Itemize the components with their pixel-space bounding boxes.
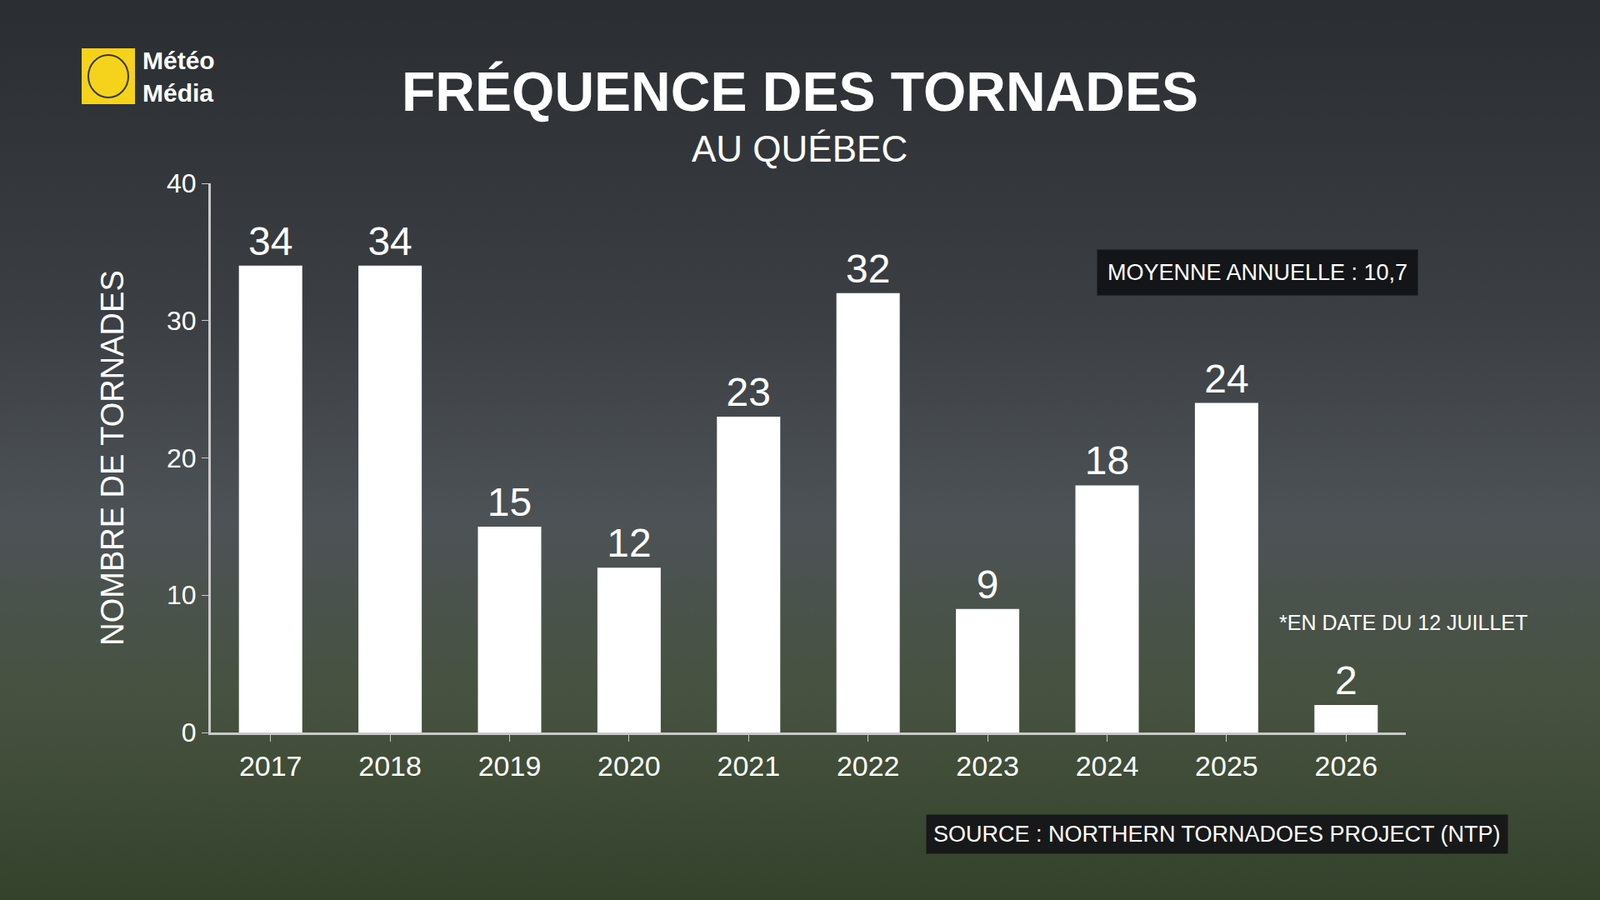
svg-text:2018: 2018 bbox=[358, 750, 422, 782]
svg-text:2024: 2024 bbox=[1075, 750, 1140, 782]
svg-text:MOYENNE ANNUELLE : 10,7: MOYENNE ANNUELLE : 10,7 bbox=[1107, 260, 1408, 285]
svg-text:SOURCE : NORTHERN TORNADOES PR: SOURCE : NORTHERN TORNADOES PROJECT (NTP… bbox=[933, 821, 1501, 847]
svg-text:*EN DATE DU 12 JUILLET: *EN DATE DU 12 JUILLET bbox=[1279, 610, 1528, 635]
svg-text:2017: 2017 bbox=[239, 750, 303, 782]
svg-text:40: 40 bbox=[166, 168, 197, 199]
svg-text:2019: 2019 bbox=[478, 750, 542, 782]
svg-text:24: 24 bbox=[1204, 356, 1249, 401]
svg-text:2020: 2020 bbox=[597, 750, 661, 782]
svg-text:15: 15 bbox=[487, 480, 532, 525]
svg-text:FRÉQUENCE DES TORNADES: FRÉQUENCE DES TORNADES bbox=[401, 60, 1199, 123]
svg-text:NOMBRE DE TORNADES: NOMBRE DE TORNADES bbox=[95, 270, 130, 645]
svg-text:12: 12 bbox=[606, 520, 651, 565]
svg-text:23: 23 bbox=[726, 370, 771, 415]
svg-text:2025: 2025 bbox=[1195, 750, 1259, 782]
svg-text:9: 9 bbox=[976, 562, 1000, 607]
svg-text:30: 30 bbox=[166, 305, 197, 336]
svg-text:10: 10 bbox=[166, 580, 197, 610]
svg-text:0: 0 bbox=[181, 717, 197, 748]
svg-text:2023: 2023 bbox=[955, 750, 1020, 782]
svg-text:2021: 2021 bbox=[716, 750, 780, 782]
svg-text:MétéoMédia: MétéoMédia bbox=[142, 46, 215, 107]
svg-text:2026: 2026 bbox=[1314, 750, 1378, 782]
svg-text:34: 34 bbox=[367, 219, 412, 264]
svg-text:2022: 2022 bbox=[836, 750, 900, 782]
svg-text:18: 18 bbox=[1085, 438, 1130, 483]
svg-text:AU QUÉBEC: AU QUÉBEC bbox=[691, 128, 908, 170]
svg-text:32: 32 bbox=[845, 246, 890, 291]
svg-text:20: 20 bbox=[166, 443, 197, 474]
svg-text:34: 34 bbox=[248, 219, 293, 264]
svg-text:2: 2 bbox=[1335, 658, 1358, 703]
